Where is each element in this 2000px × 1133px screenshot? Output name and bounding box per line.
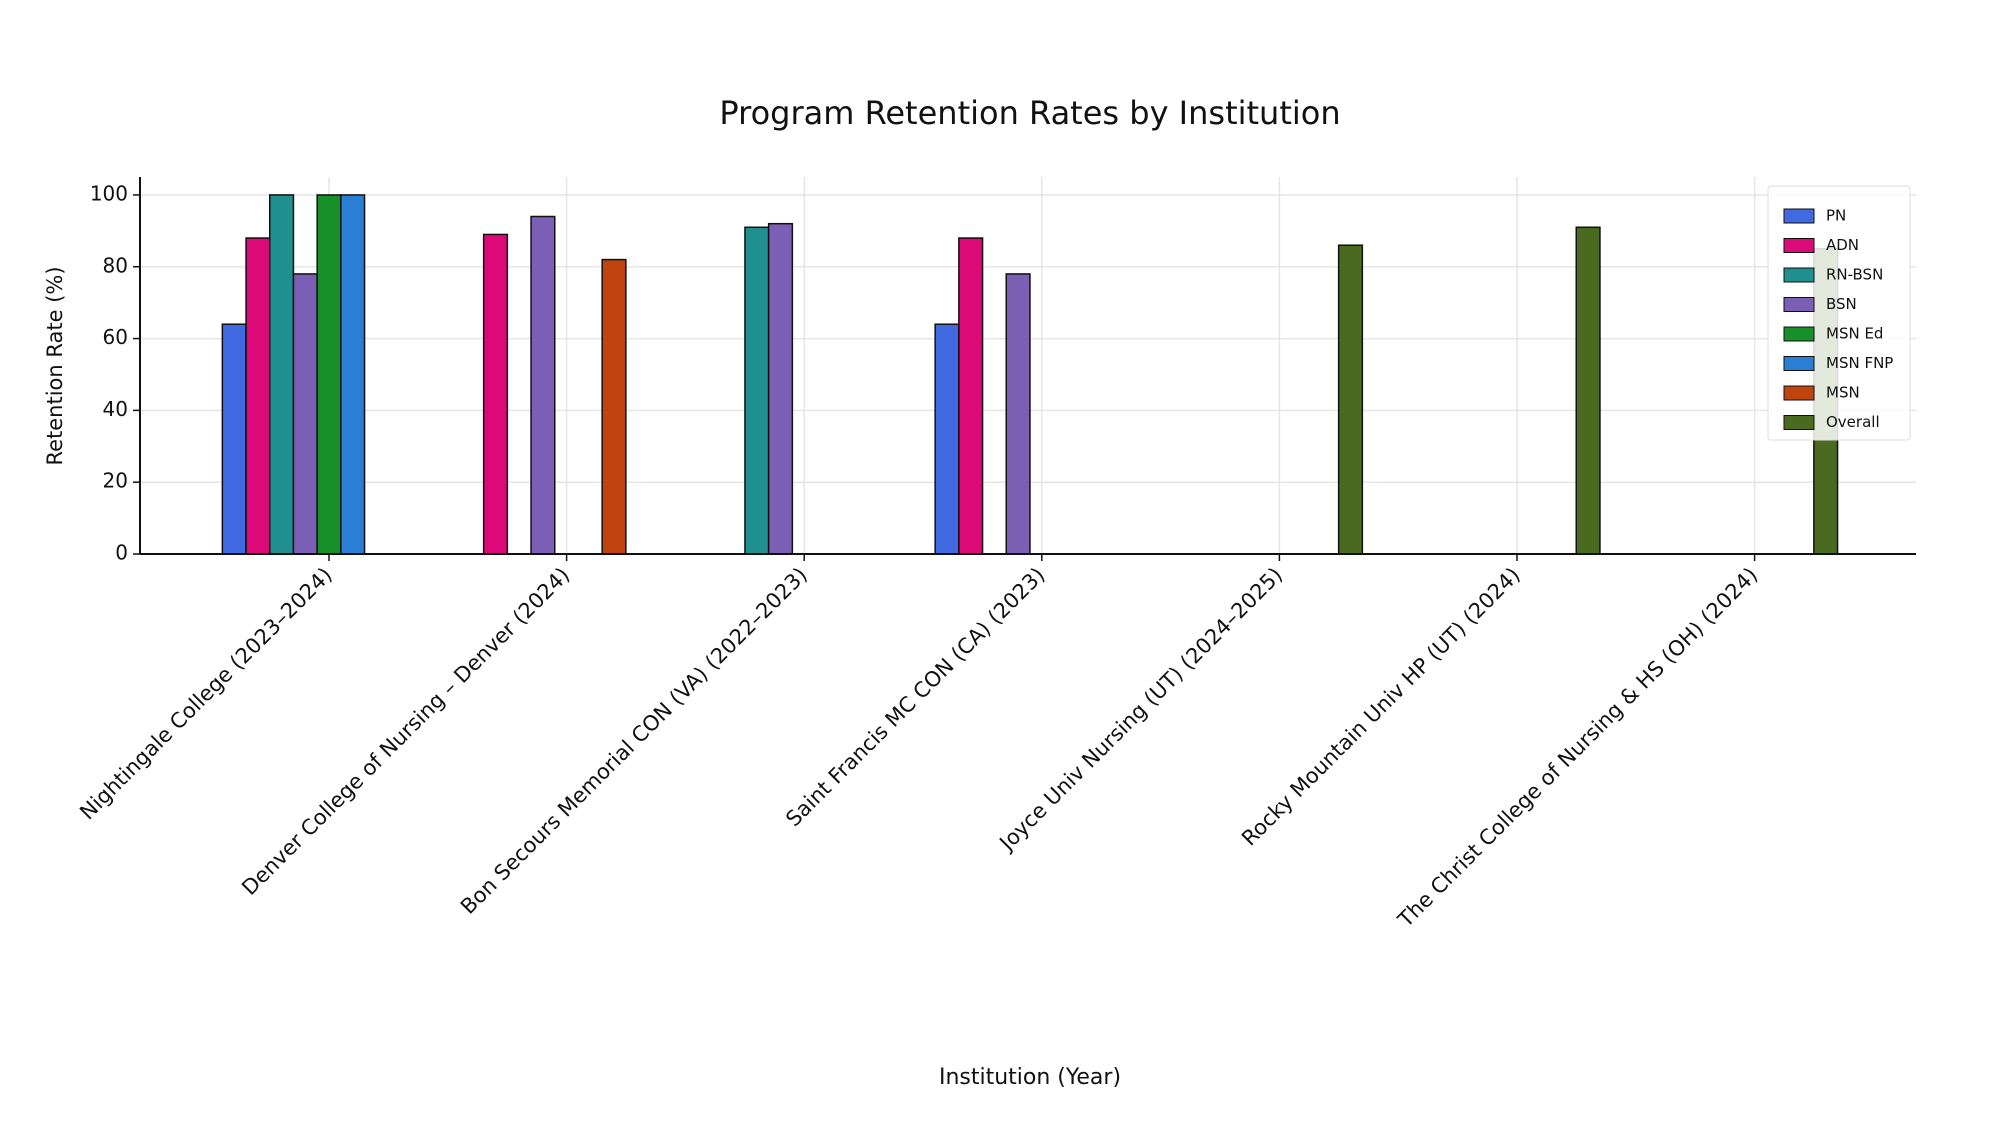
legend-label: PN — [1826, 207, 1846, 225]
x-tick-label: Nightingale College (2023–2024) — [75, 563, 337, 825]
legend-swatch — [1783, 238, 1815, 253]
x-axis-label: Institution (Year) — [939, 1065, 1121, 1090]
legend-label: BSN — [1826, 295, 1857, 313]
bar — [245, 237, 271, 555]
y-axis-label: Retention Rate (%) — [43, 266, 67, 465]
legend-label: MSN — [1826, 384, 1860, 402]
y-tick-label: 100 — [90, 181, 128, 205]
legend-swatch — [1783, 208, 1815, 224]
legend-label: MSN FNP — [1826, 354, 1893, 372]
bar — [767, 222, 794, 555]
bar — [269, 194, 295, 555]
bar — [482, 233, 509, 555]
bar — [1005, 273, 1031, 555]
y-tick-label: 60 — [103, 325, 128, 349]
legend-swatch — [1783, 297, 1815, 312]
x-tick-label: Rocky Mountain Univ HP (UT) (2024) — [1237, 563, 1525, 851]
y-tick-label: 20 — [103, 469, 128, 493]
bar — [530, 215, 556, 555]
chart-title: Program Retention Rates by Institution — [719, 94, 1340, 132]
legend-label: ADN — [1826, 236, 1859, 254]
bar — [340, 194, 366, 555]
bar — [1575, 226, 1601, 555]
y-tick-label: 80 — [103, 253, 128, 277]
bar — [744, 226, 770, 555]
bar — [1337, 244, 1364, 555]
bar — [316, 194, 342, 555]
x-tick-label: Joyce Univ Nursing (UT) (2024–2025) — [994, 563, 1287, 856]
y-tick-label: 40 — [103, 397, 128, 421]
bar — [221, 323, 247, 555]
x-tick-label: Saint Francis MC CON (CA) (2023) — [781, 563, 1049, 831]
legend-label: MSN Ed — [1826, 325, 1883, 343]
bar — [292, 273, 318, 555]
legend-swatch — [1783, 356, 1815, 371]
legend-swatch — [1783, 415, 1815, 430]
bar — [958, 237, 984, 555]
bar — [601, 258, 627, 555]
legend-label: RN-BSN — [1826, 266, 1883, 284]
legend-swatch — [1783, 385, 1815, 401]
y-tick-label: 0 — [115, 541, 128, 565]
legend-label: Overall — [1826, 413, 1880, 431]
legend-swatch — [1783, 267, 1815, 283]
legend-swatch — [1783, 326, 1815, 342]
bar — [934, 323, 960, 555]
x-tick-label: The Christ College of Nursing & HS (OH) … — [1393, 563, 1763, 933]
